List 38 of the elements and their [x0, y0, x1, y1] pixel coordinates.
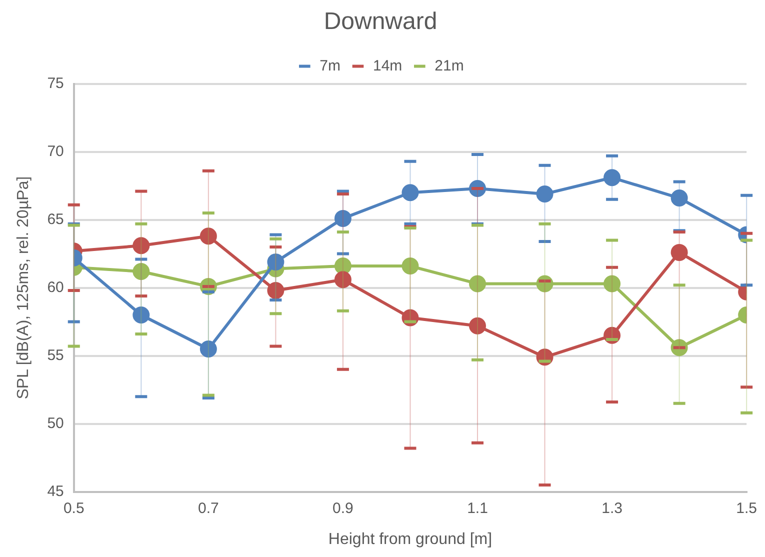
y-tick-label: 75 [47, 74, 64, 92]
point [267, 282, 284, 300]
x-tick-label: 0.9 [332, 500, 354, 517]
y-tick-label: 70 [47, 142, 64, 160]
x-tick-label: 0.7 [198, 500, 219, 517]
point [604, 275, 621, 292]
point [402, 184, 419, 202]
legend-label: 7m [320, 57, 340, 74]
point [334, 271, 352, 288]
point [132, 237, 150, 254]
legend-label: 14m [372, 57, 402, 74]
point [132, 262, 150, 280]
x-axis-title: Height from ground [m] [328, 530, 492, 548]
x-tick-label: 1.3 [602, 500, 622, 517]
point [670, 190, 688, 207]
point [469, 275, 486, 292]
point [267, 253, 284, 270]
point [469, 317, 486, 334]
chart-title: Downward [324, 8, 438, 36]
legend-label: 21m [434, 57, 464, 74]
x-tick-label: 1.5 [736, 500, 758, 517]
point [200, 228, 217, 245]
x-tick-label: 1.1 [467, 500, 488, 517]
point [132, 306, 150, 324]
point [334, 210, 352, 227]
y-tick-label: 50 [47, 414, 64, 432]
point [334, 258, 352, 275]
y-axis-title: SPL [dB(A), 125ms, rel. 20µPa] [15, 176, 32, 400]
point [402, 258, 419, 275]
point [200, 340, 217, 358]
point [670, 244, 688, 261]
y-tick-label: 65 [47, 210, 64, 228]
point [604, 169, 621, 186]
x-tick-label: 0.5 [63, 500, 84, 517]
y-tick-label: 55 [47, 346, 64, 364]
y-tick-label: 60 [47, 278, 64, 296]
y-tick-label: 45 [47, 482, 64, 500]
point [536, 185, 554, 202]
